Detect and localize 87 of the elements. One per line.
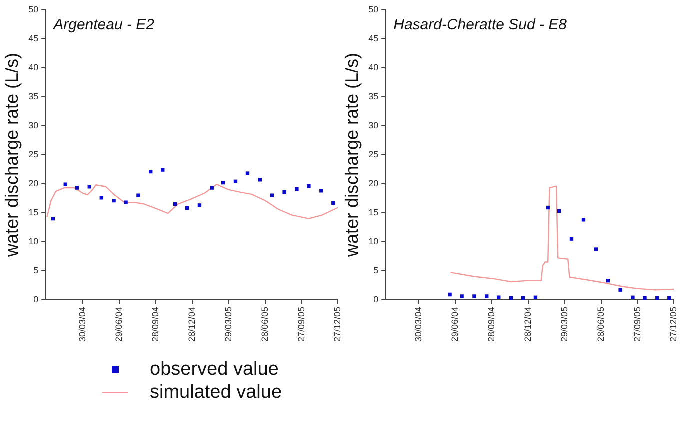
x-tick-label: 27/12/05: [668, 306, 679, 342]
point: [234, 180, 238, 184]
point: [124, 200, 128, 204]
y-tick-label: 10: [28, 236, 39, 246]
point: [606, 278, 610, 283]
x-tick-label: 28/06/05: [260, 306, 270, 342]
point: [246, 172, 250, 176]
y-tick-label: 0: [374, 294, 379, 304]
text: Hasard-Cheratte Sud - E8: [394, 16, 568, 34]
text: Argenteau - E2: [52, 16, 156, 34]
y-tick-label: 5: [34, 265, 39, 276]
point: [198, 204, 202, 208]
point: [618, 288, 622, 292]
point: [270, 194, 274, 198]
y-tick-label: 5: [374, 265, 379, 276]
y-tick-label: 20: [368, 178, 379, 188]
x-tick-label: 28/06/05: [596, 306, 606, 342]
y-tick-label: 0: [34, 294, 39, 304]
x-tick-label: 27/09/05: [296, 306, 306, 342]
y-tick-label: 35: [28, 91, 39, 102]
point: [173, 202, 178, 206]
y-tick-label: 45: [368, 33, 379, 44]
x-tick-label: 28/12/04: [186, 306, 197, 342]
point: [570, 237, 574, 241]
y-tick-label: 15: [368, 207, 379, 218]
point: [282, 190, 286, 194]
x-tick-label: 30/03/04: [78, 306, 88, 342]
x-tick-label: 29/03/05: [223, 306, 234, 342]
y-axis-title: water discharge rate (L/s): [2, 52, 22, 258]
point: [472, 294, 476, 298]
point: [497, 296, 501, 300]
y-tick-label: 20: [28, 178, 39, 188]
point: [460, 294, 464, 298]
point: [546, 206, 550, 210]
y-tick-label: 35: [368, 91, 379, 102]
x-tick-label: 29/03/05: [559, 306, 570, 342]
point: [332, 201, 336, 205]
legend-label: observed value: [150, 358, 279, 381]
point: [149, 170, 153, 174]
y-tick-label: 25: [368, 149, 379, 160]
point: [136, 194, 140, 198]
point: [100, 196, 104, 200]
point: [668, 296, 672, 300]
x-tick-label: 29/06/04: [450, 306, 460, 342]
x-tick-label: 28/09/04: [486, 306, 497, 342]
point: [631, 296, 635, 300]
point: [448, 292, 452, 297]
point: [221, 180, 226, 185]
point: [185, 206, 190, 210]
point: [582, 218, 586, 222]
y-tick-label: 30: [28, 120, 39, 130]
point: [258, 178, 262, 182]
point: [521, 296, 526, 300]
y-tick-label: 30: [368, 120, 379, 130]
y-tick-label: 50: [28, 4, 39, 14]
point: [295, 187, 299, 192]
x-tick-label: 30/03/04: [414, 306, 424, 342]
point: [656, 296, 660, 300]
x-tick-label: 28/12/04: [522, 306, 533, 342]
y-tick-label: 10: [368, 236, 379, 246]
point: [320, 189, 324, 193]
point: [594, 248, 598, 252]
x-tick-label: 29/06/04: [114, 306, 124, 342]
point: [88, 185, 92, 189]
x-tick-label: 27/09/05: [632, 306, 642, 342]
point: [509, 296, 514, 300]
point: [51, 216, 56, 221]
point: [112, 198, 116, 203]
point: [643, 296, 647, 300]
point: [75, 186, 80, 190]
point: [557, 209, 562, 214]
y-tick-label: 50: [368, 4, 379, 14]
point: [534, 296, 538, 300]
x-tick-label: 28/09/04: [150, 306, 161, 342]
point: [485, 294, 489, 298]
y-tick-label: 15: [28, 207, 39, 218]
y-tick-label: 40: [28, 62, 39, 72]
point: [64, 182, 68, 186]
point: [161, 168, 165, 172]
y-axis-title: water discharge rate (L/s): [342, 52, 362, 258]
y-tick-label: 40: [368, 62, 379, 72]
y-tick-label: 25: [28, 149, 39, 160]
point: [307, 184, 311, 188]
x-tick-label: 27/12/05: [332, 306, 343, 342]
legend-label: simulated value: [150, 381, 282, 404]
y-tick-label: 45: [28, 33, 39, 44]
point: [210, 186, 214, 190]
